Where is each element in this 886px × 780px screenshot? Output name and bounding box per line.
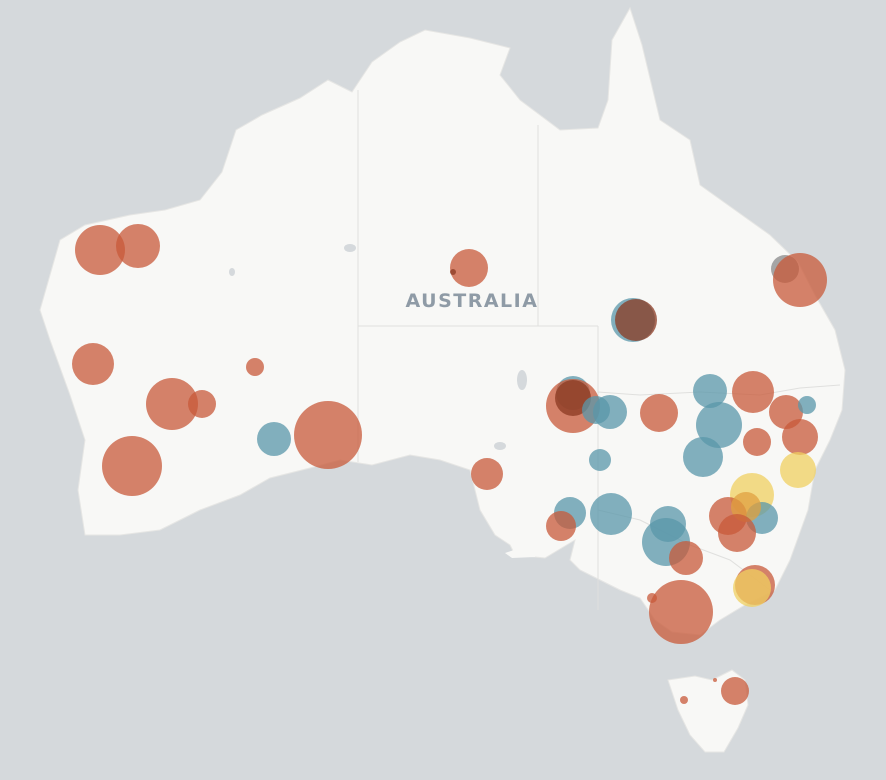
bubble-marker[interactable]: [246, 358, 264, 376]
bubble-marker[interactable]: [743, 428, 771, 456]
lakes: [229, 244, 527, 450]
bubble-marker[interactable]: [75, 225, 125, 275]
bubble-marker[interactable]: [733, 569, 771, 607]
bubble-marker[interactable]: [102, 436, 162, 496]
bubble-marker[interactable]: [450, 249, 488, 287]
bubble-marker[interactable]: [615, 299, 657, 341]
bubble-marker[interactable]: [713, 678, 717, 682]
bubble-marker[interactable]: [593, 395, 627, 429]
bubble-marker[interactable]: [732, 371, 774, 413]
bubble-marker[interactable]: [718, 514, 756, 552]
bubble-markers[interactable]: [72, 224, 827, 705]
bubble-marker[interactable]: [471, 458, 503, 490]
bubble-marker[interactable]: [640, 394, 678, 432]
bubble-marker[interactable]: [116, 224, 160, 268]
bubble-marker[interactable]: [257, 422, 291, 456]
bubble-marker[interactable]: [683, 437, 723, 477]
bubble-marker[interactable]: [669, 541, 703, 575]
bubble-marker[interactable]: [590, 493, 632, 535]
bubble-marker[interactable]: [721, 677, 749, 705]
bubble-marker[interactable]: [647, 593, 657, 603]
bubble-marker[interactable]: [696, 402, 742, 448]
bubble-marker[interactable]: [188, 390, 216, 418]
bubble-marker[interactable]: [649, 580, 713, 644]
kangaroo-island: [505, 548, 540, 558]
bubble-marker[interactable]: [294, 401, 362, 469]
bubble-marker[interactable]: [555, 380, 591, 416]
bubble-marker[interactable]: [798, 396, 816, 414]
bubble-marker[interactable]: [773, 253, 827, 307]
bubble-marker[interactable]: [72, 343, 114, 385]
bubble-marker[interactable]: [693, 374, 727, 408]
bubble-marker[interactable]: [146, 378, 198, 430]
bubble-marker[interactable]: [680, 696, 688, 704]
country-label: AUSTRALIA: [406, 290, 539, 312]
bubble-marker[interactable]: [450, 269, 456, 275]
bubble-marker[interactable]: [782, 419, 818, 455]
bubble-marker[interactable]: [546, 511, 576, 541]
bubble-marker[interactable]: [589, 449, 611, 471]
australia-mainland: [39, 6, 846, 636]
bubble-marker[interactable]: [780, 452, 816, 488]
